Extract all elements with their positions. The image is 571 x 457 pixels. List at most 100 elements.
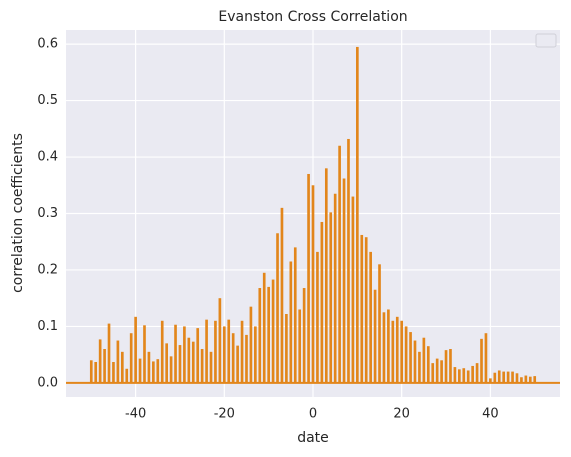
- x-tick-label: 0: [309, 407, 317, 422]
- bar: [147, 351, 151, 383]
- bar: [169, 356, 173, 383]
- y-tick-label: 0.5: [37, 93, 58, 108]
- bar: [249, 306, 253, 383]
- bar: [174, 324, 177, 383]
- bar: [347, 138, 350, 383]
- y-axis-label: correlation coefficients: [10, 133, 26, 293]
- bar: [502, 371, 506, 383]
- bar: [404, 326, 408, 383]
- bar: [178, 345, 182, 383]
- bar: [435, 358, 439, 383]
- bar: [360, 234, 364, 383]
- bar: [426, 346, 430, 383]
- bar: [324, 168, 328, 383]
- bar: [369, 251, 372, 383]
- bar: [307, 173, 310, 383]
- x-tick-label: 20: [393, 407, 410, 422]
- bar: [276, 233, 279, 383]
- x-tick-label: -20: [214, 407, 235, 422]
- bar: [120, 351, 124, 383]
- bar: [258, 288, 262, 383]
- bar: [103, 349, 106, 383]
- bar: [196, 328, 200, 383]
- bar: [116, 340, 120, 383]
- bar: [134, 316, 137, 383]
- bar: [329, 212, 333, 383]
- bar: [285, 314, 288, 383]
- bar: [471, 365, 474, 383]
- bar: [280, 207, 284, 383]
- bar: [520, 377, 523, 383]
- bar: [475, 363, 479, 383]
- bar: [222, 326, 226, 383]
- bar: [466, 370, 470, 383]
- bar: [400, 320, 404, 383]
- bar: [462, 368, 466, 383]
- bar: [143, 325, 146, 383]
- bar: [262, 272, 266, 383]
- bar: [391, 320, 395, 383]
- bar: [112, 361, 115, 383]
- bar: [129, 333, 133, 383]
- bar: [484, 333, 488, 383]
- bar: [364, 237, 368, 383]
- bar: [342, 178, 346, 383]
- bar: [497, 370, 501, 383]
- bar: [333, 193, 337, 383]
- bar: [351, 196, 355, 383]
- bar: [125, 368, 129, 383]
- bar: [289, 261, 293, 383]
- bar: [338, 145, 341, 383]
- bar: [152, 361, 155, 383]
- bar: [267, 286, 270, 383]
- bar: [413, 340, 417, 383]
- bar: [209, 351, 213, 383]
- bar: [107, 323, 111, 383]
- bar: [395, 316, 399, 383]
- bar: [94, 361, 98, 383]
- y-tick-label: 0.1: [37, 319, 58, 334]
- bar: [453, 367, 457, 383]
- bar: [431, 363, 435, 383]
- y-tick-label: 0.4: [37, 150, 58, 165]
- bar: [480, 338, 483, 383]
- bar: [298, 309, 302, 383]
- bar: [227, 319, 231, 383]
- bar: [89, 360, 93, 383]
- bar: [418, 351, 421, 383]
- bar: [378, 264, 381, 383]
- bar: [271, 279, 275, 383]
- bar: [156, 359, 160, 383]
- bar: [165, 343, 168, 383]
- bar: [160, 320, 164, 383]
- bar: [98, 339, 102, 383]
- bar: [422, 337, 426, 383]
- bar: [444, 350, 448, 383]
- bar: [387, 309, 390, 383]
- bar: [489, 378, 492, 383]
- bar: [506, 371, 510, 383]
- bar: [528, 376, 532, 383]
- x-tick-label: 40: [482, 407, 499, 422]
- bar: [320, 221, 324, 383]
- bar: [205, 319, 208, 383]
- bar: [458, 369, 461, 383]
- bar: [449, 349, 452, 383]
- bar: [183, 326, 186, 383]
- bar: [191, 341, 195, 383]
- bar: [316, 251, 319, 383]
- bar: [187, 337, 191, 383]
- bar: [302, 288, 306, 383]
- bar: [409, 332, 412, 383]
- bar: [356, 46, 359, 383]
- y-tick-label: 0.6: [37, 37, 58, 52]
- bar: [240, 320, 244, 383]
- bar: [293, 247, 297, 383]
- bar: [533, 376, 537, 383]
- bar: [231, 333, 235, 383]
- x-tick-label: -40: [125, 407, 146, 422]
- bar: [511, 371, 514, 383]
- bar: [254, 326, 257, 383]
- bar: [236, 345, 239, 383]
- bar: [382, 312, 386, 383]
